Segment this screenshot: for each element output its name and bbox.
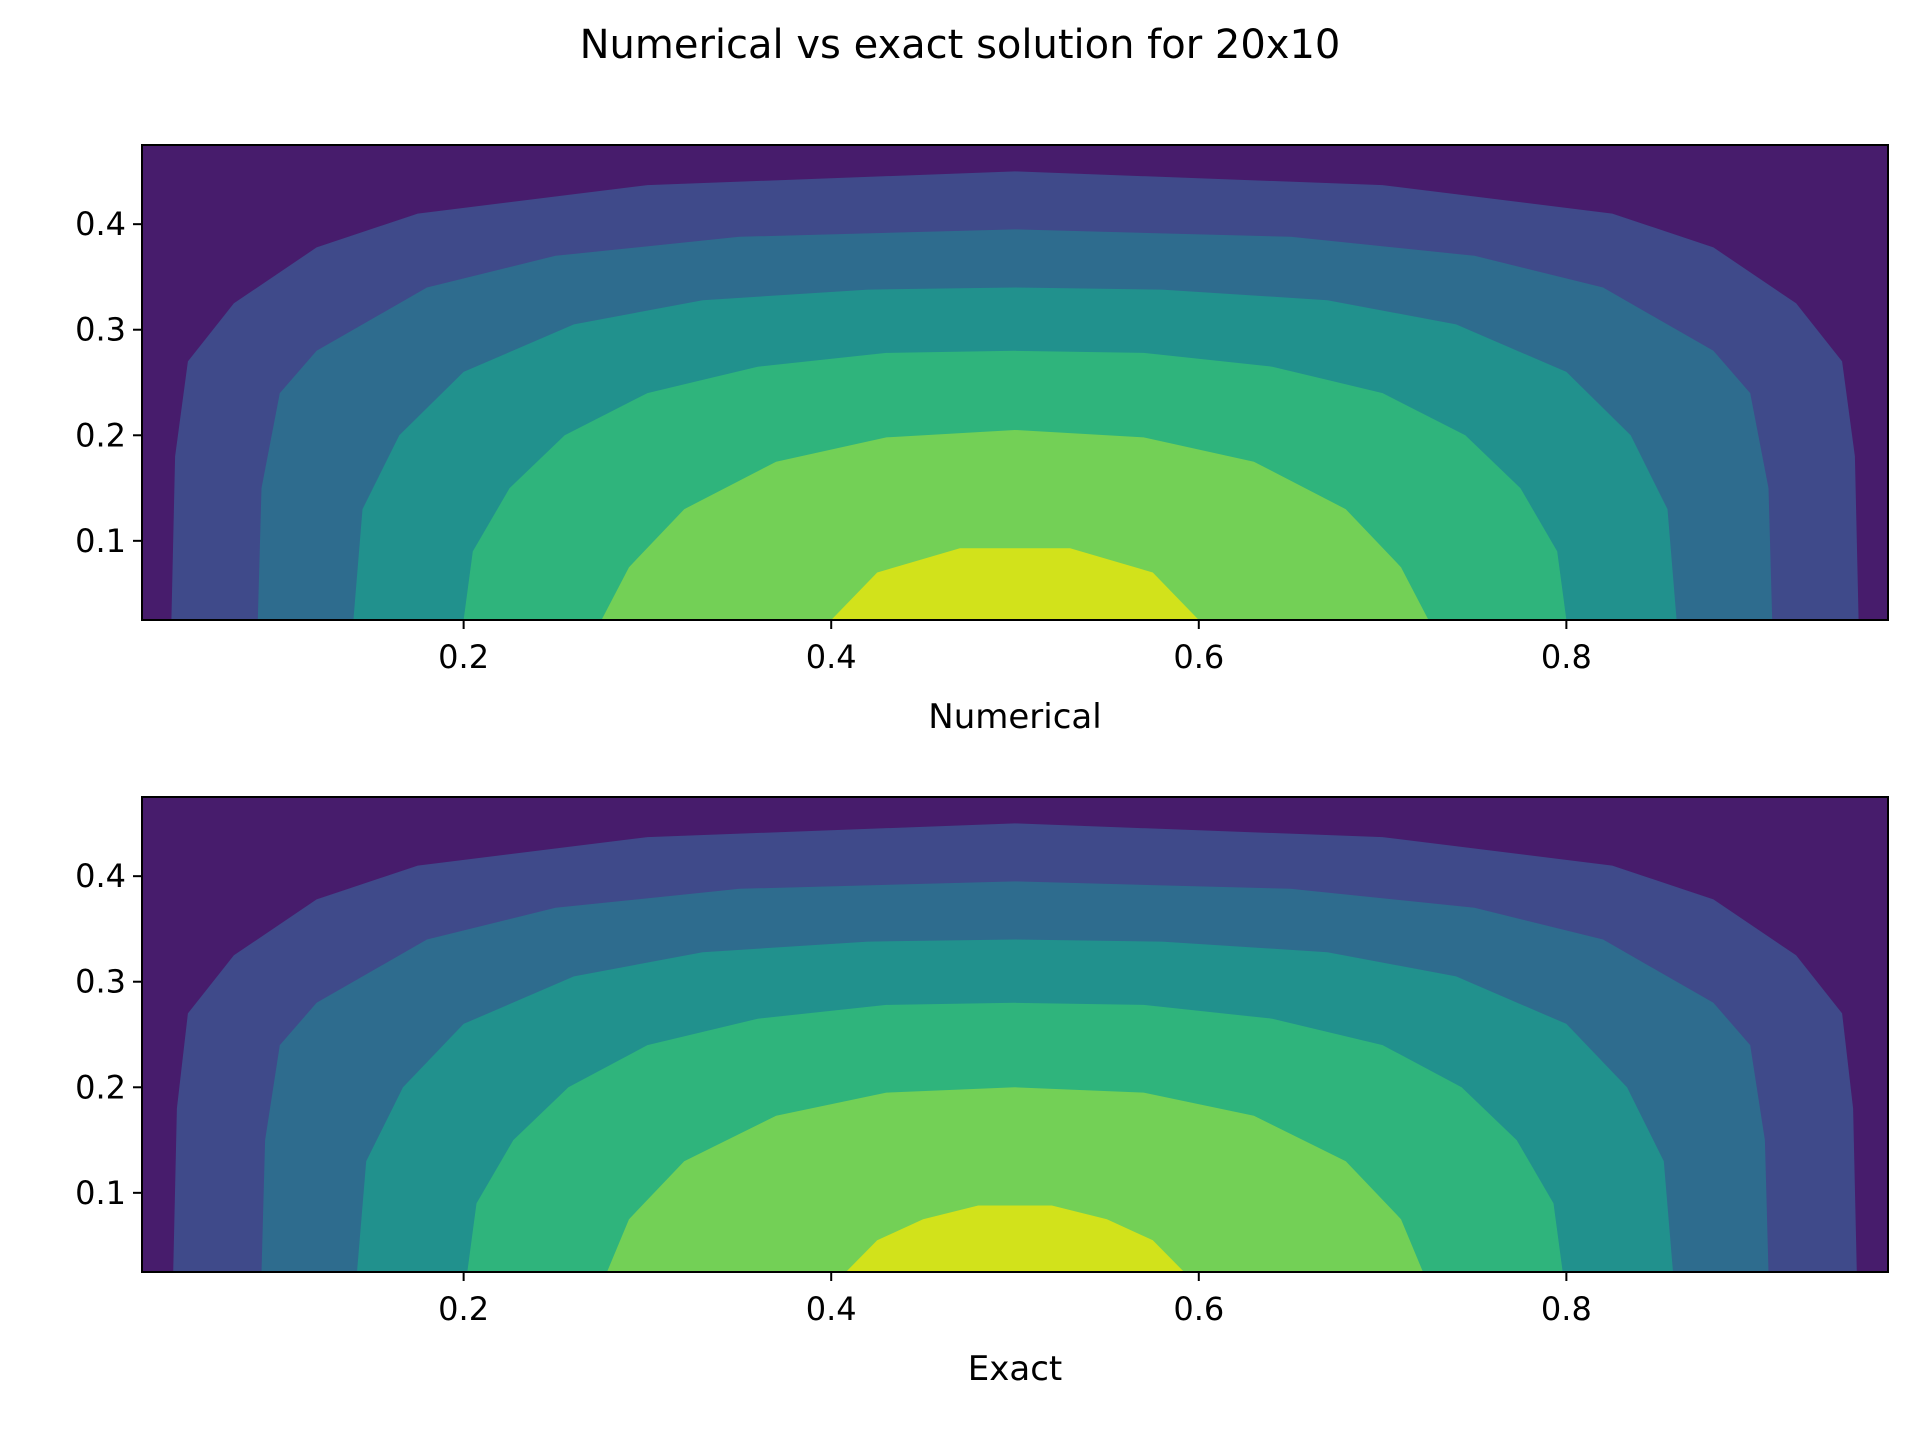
y-tick-label: 0.2 [75,1068,126,1106]
x-axis-label: Numerical [928,697,1101,737]
x-tick-label: 0.8 [1541,638,1592,676]
contour-fill-numerical [142,145,1888,620]
x-tick-label: 0.6 [1173,1290,1224,1328]
y-tick-label: 0.4 [75,205,126,243]
figure-title: Numerical vs exact solution for 20x10 [579,22,1341,68]
axes-numerical: 0.2 0.4 0.6 0.8 0.1 0.2 0.3 0.4 Numerical [75,144,1889,737]
y-tick-label: 0.1 [75,522,126,560]
x-tick-label: 0.4 [806,1290,857,1328]
contour-band-5 [601,430,1429,620]
y-tick-label: 0.3 [75,311,126,349]
axes-frame [141,144,1889,621]
y-tick-label: 0.2 [75,416,126,454]
x-tick-label: 0.6 [1173,638,1224,676]
x-axis-label: Exact [968,1349,1062,1389]
contour-band-6 [831,548,1199,620]
contour-band-5 [607,1087,1423,1272]
y-tick-label: 0.4 [75,857,126,895]
x-tick-label: 0.2 [438,1290,489,1328]
y-tick-label: 0.3 [75,963,126,1001]
contour-band-6 [845,1205,1185,1272]
axes-exact: 0.2 0.4 0.6 0.8 0.1 0.2 0.3 0.4 Exact [75,796,1889,1389]
axes-frame [141,796,1889,1273]
contour-fill-exact [142,797,1888,1272]
x-tick-label: 0.2 [438,638,489,676]
y-tick-label: 0.1 [75,1174,126,1212]
x-tick-label: 0.4 [806,638,857,676]
x-tick-label: 0.8 [1541,1290,1592,1328]
